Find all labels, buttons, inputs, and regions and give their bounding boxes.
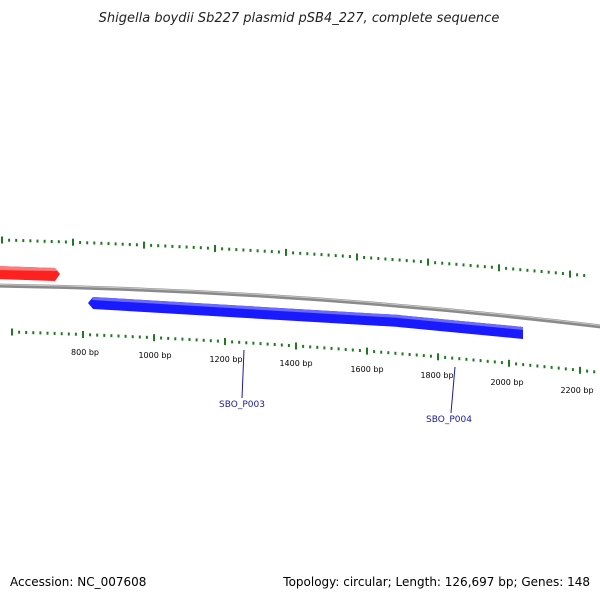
gene-SBO_P003-callout [241, 349, 245, 399]
gene-SBO_P003[interactable] [88, 297, 400, 327]
map-title: Shigella boydii Sb227 plasmid pSB4_227, … [99, 11, 500, 26]
sequence-summary: Topology: circular; Length: 126,697 bp; … [283, 575, 590, 589]
tick-label-1000: 1000 bp [138, 351, 171, 360]
tick-label-800: 800 bp [71, 348, 99, 357]
gene-forward-arrow[interactable] [0, 266, 60, 281]
tick-label-2000: 2000 bp [490, 378, 523, 387]
tick-label-1600: 1600 bp [350, 365, 383, 374]
tick-label-1200: 1200 bp [209, 355, 242, 364]
inner-tick-ring [11, 328, 596, 374]
gene-SBO_P004-callout [450, 366, 456, 414]
outer-tick-ring [1, 236, 586, 278]
plasmid-backbone [0, 283, 600, 329]
gene-label-SBO_P004[interactable]: SBO_P004 [426, 415, 472, 425]
tick-label-1400: 1400 bp [279, 359, 312, 368]
gene-SBO_P004[interactable] [398, 315, 523, 339]
plasmid-backbone-highlight [0, 284, 600, 326]
accession-label: Accession: NC_007608 [10, 575, 147, 589]
tick-label-1800: 1800 bp [420, 371, 453, 380]
gene-label-SBO_P003[interactable]: SBO_P003 [219, 400, 265, 410]
tick-label-2200: 2200 bp [560, 386, 593, 395]
